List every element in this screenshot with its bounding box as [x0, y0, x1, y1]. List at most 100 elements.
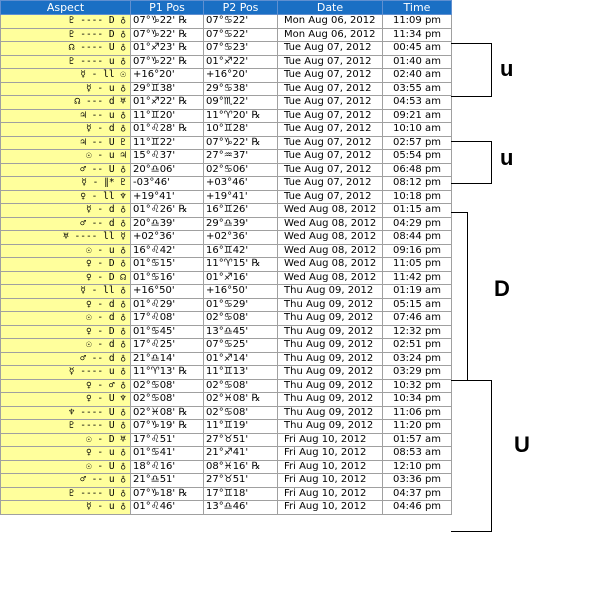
p2-pos-cell[interactable]: 13°♎46'	[203, 500, 278, 515]
p2-pos-cell[interactable]: 01°♐14'	[203, 351, 278, 366]
p2-pos-cell[interactable]: 11°♊13'	[203, 365, 278, 380]
table-row[interactable]: ♂ -- d ♁ 21°♎14' 01°♐14' Thu Aug 09, 2012 03…	[0, 351, 452, 366]
p1-pos-cell[interactable]: 11°♈13' ℞	[130, 365, 204, 380]
aspect-cell[interactable]: ☉ - u ♃	[0, 149, 131, 164]
p2-pos-cell[interactable]: 17°♊18'	[203, 486, 278, 501]
p1-pos-cell[interactable]: 07°♑22' ℞	[130, 27, 204, 42]
p2-pos-cell[interactable]: 07°♋25'	[203, 338, 278, 353]
header-aspect[interactable]: Aspect	[0, 0, 131, 15]
time-cell[interactable]: 11:34 pm	[382, 27, 452, 42]
aspect-cell[interactable]: ♇ ---- U ♁	[0, 419, 131, 434]
table-row[interactable]: ♀ - D ♁ 01°♋45' 13°♎45' Thu Aug 09, 2012 12:…	[0, 324, 452, 339]
aspect-cell[interactable]: ♀ - D ♁	[0, 257, 131, 272]
date-cell[interactable]: Thu Aug 09, 2012	[277, 297, 383, 312]
aspect-cell[interactable]: ♀ - d ♁	[0, 297, 131, 312]
aspect-cell[interactable]: ♇ ---- D ♁	[0, 14, 131, 29]
aspect-cell[interactable]: ♂ -- u ♁	[0, 473, 131, 488]
time-cell[interactable]: 04:37 pm	[382, 486, 452, 501]
date-cell[interactable]: Thu Aug 09, 2012	[277, 311, 383, 326]
p1-pos-cell[interactable]: 15°♌37'	[130, 149, 204, 164]
date-cell[interactable]: Fri Aug 10, 2012	[277, 446, 383, 461]
time-cell[interactable]: 07:46 am	[382, 311, 452, 326]
p1-pos-cell[interactable]: 20°♎39'	[130, 216, 204, 231]
p2-pos-cell[interactable]: 29°♎39'	[203, 216, 278, 231]
time-cell[interactable]: 04:29 pm	[382, 216, 452, 231]
aspect-cell[interactable]: ☿ - d ♁	[0, 122, 131, 137]
p2-pos-cell[interactable]: 13°♎45'	[203, 324, 278, 339]
date-cell[interactable]: Thu Aug 09, 2012	[277, 419, 383, 434]
table-row[interactable]: ☿ ---- u ♁ 11°♈13' ℞ 11°♊13' Thu Aug 09, 20…	[0, 365, 452, 380]
time-cell[interactable]: 08:44 pm	[382, 230, 452, 245]
table-row[interactable]: ♅ ---- ll ☿ +02°36' +02°36' Wed Aug 08, 201…	[0, 230, 452, 245]
time-cell[interactable]: 10:10 am	[382, 122, 452, 137]
table-row[interactable]: ♀ - ll ♆ +19°41' +19°41' Tue Aug 07, 2012 10…	[0, 189, 452, 204]
header-time[interactable]: Time	[382, 0, 452, 15]
time-cell[interactable]: 04:46 pm	[382, 500, 452, 515]
date-cell[interactable]: Mon Aug 06, 2012	[277, 27, 383, 42]
date-cell[interactable]: Thu Aug 09, 2012	[277, 392, 383, 407]
aspect-cell[interactable]: ♇ ---- U ♁	[0, 486, 131, 501]
table-row[interactable]: ♀ - d ♁ 01°♌29' 01°♋29' Thu Aug 09, 2012 05:…	[0, 297, 452, 312]
aspect-cell[interactable]: ♀ - u ♁	[0, 446, 131, 461]
p2-pos-cell[interactable]: +16°20'	[203, 68, 278, 83]
p2-pos-cell[interactable]: 01°♋29'	[203, 297, 278, 312]
time-cell[interactable]: 04:53 am	[382, 95, 452, 110]
p2-pos-cell[interactable]: 10°♊28'	[203, 122, 278, 137]
p1-pos-cell[interactable]: 02°♓08' ℞	[130, 405, 204, 420]
p1-pos-cell[interactable]: 01°♐23' ℞	[130, 41, 204, 56]
time-cell[interactable]: 05:54 pm	[382, 149, 452, 164]
date-cell[interactable]: Tue Aug 07, 2012	[277, 68, 383, 83]
aspect-cell[interactable]: ♀ - D ☊	[0, 270, 131, 285]
aspect-cell[interactable]: ☉ - U ♁	[0, 459, 131, 474]
aspect-cell[interactable]: ☿ - ∥* ♇	[0, 176, 131, 191]
p2-pos-cell[interactable]: +16°50'	[203, 284, 278, 299]
date-cell[interactable]: Thu Aug 09, 2012	[277, 324, 383, 339]
p1-pos-cell[interactable]: 18°♌16'	[130, 459, 204, 474]
p1-pos-cell[interactable]: 11°♊20'	[130, 108, 204, 123]
time-cell[interactable]: 00:45 am	[382, 41, 452, 56]
aspect-cell[interactable]: ♀ - ll ♆	[0, 189, 131, 204]
date-cell[interactable]: Wed Aug 08, 2012	[277, 257, 383, 272]
table-row[interactable]: ♀ - ♂ ♁ 02°♋08' 02°♋08' Thu Aug 09, 2012 10:…	[0, 378, 452, 393]
table-row[interactable]: ☉ - D ♅ 17°♌51' 27°♉51' Fri Aug 10, 2012 01:…	[0, 432, 452, 447]
time-cell[interactable]: 10:34 pm	[382, 392, 452, 407]
header-date[interactable]: Date	[277, 0, 383, 15]
aspect-cell[interactable]: ♂ -- d ♁	[0, 351, 131, 366]
date-cell[interactable]: Tue Aug 07, 2012	[277, 135, 383, 150]
table-row[interactable]: ♂ -- U ♁ 20°♎06' 02°♋06' Tue Aug 07, 2012 06…	[0, 162, 452, 177]
time-cell[interactable]: 12:32 pm	[382, 324, 452, 339]
p1-pos-cell[interactable]: 01°♋16'	[130, 270, 204, 285]
p1-pos-cell[interactable]: 17°♌25'	[130, 338, 204, 353]
aspect-cell[interactable]: ☊ --- d ♅	[0, 95, 131, 110]
p1-pos-cell[interactable]: +19°41'	[130, 189, 204, 204]
p1-pos-cell[interactable]: 17°♌08'	[130, 311, 204, 326]
aspect-cell[interactable]: ♃ -- u ♁	[0, 108, 131, 123]
header-p2-pos[interactable]: P2 Pos	[203, 0, 278, 15]
p2-pos-cell[interactable]: 11°♈20' ℞	[203, 108, 278, 123]
p2-pos-cell[interactable]: 16°♊26'	[203, 203, 278, 218]
aspect-cell[interactable]: ☿ - ll ☉	[0, 68, 131, 83]
p1-pos-cell[interactable]: 07°♑22' ℞	[130, 14, 204, 29]
time-cell[interactable]: 11:20 pm	[382, 419, 452, 434]
date-cell[interactable]: Tue Aug 07, 2012	[277, 122, 383, 137]
p1-pos-cell[interactable]: 01°♋41'	[130, 446, 204, 461]
p2-pos-cell[interactable]: 11°♊19'	[203, 419, 278, 434]
aspect-cell[interactable]: ♅ ---- ll ☿	[0, 230, 131, 245]
table-row[interactable]: ♃ -- U ♇ 11°♊22' 07°♑22' ℞ Tue Aug 07, 2012…	[0, 135, 452, 150]
time-cell[interactable]: 03:55 am	[382, 81, 452, 96]
table-row[interactable]: ☿ - ∥* ♇ -03°46' +03°46' Tue Aug 07, 2012 08…	[0, 176, 452, 191]
p2-pos-cell[interactable]: 21°♐41'	[203, 446, 278, 461]
date-cell[interactable]: Thu Aug 09, 2012	[277, 351, 383, 366]
time-cell[interactable]: 02:40 am	[382, 68, 452, 83]
time-cell[interactable]: 03:29 pm	[382, 365, 452, 380]
date-cell[interactable]: Fri Aug 10, 2012	[277, 486, 383, 501]
time-cell[interactable]: 03:36 pm	[382, 473, 452, 488]
p2-pos-cell[interactable]: 07°♋22'	[203, 27, 278, 42]
date-cell[interactable]: Wed Aug 08, 2012	[277, 230, 383, 245]
aspect-cell[interactable]: ♂ -- U ♁	[0, 162, 131, 177]
aspect-cell[interactable]: ☉ - u ♁	[0, 243, 131, 258]
time-cell[interactable]: 03:24 pm	[382, 351, 452, 366]
time-cell[interactable]: 01:19 am	[382, 284, 452, 299]
date-cell[interactable]: Thu Aug 09, 2012	[277, 405, 383, 420]
p1-pos-cell[interactable]: 01°♐22' ℞	[130, 95, 204, 110]
